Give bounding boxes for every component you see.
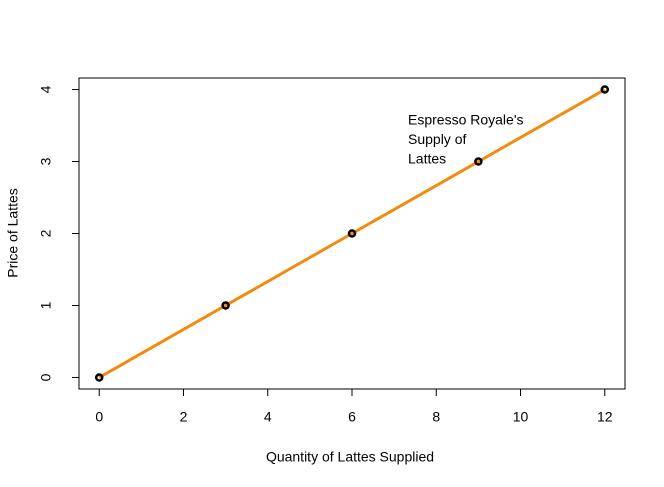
y-axis-label: Price of Lattes bbox=[5, 188, 21, 278]
x-axis-label: Quantity of Lattes Supplied bbox=[266, 449, 434, 465]
data-point bbox=[94, 373, 104, 382]
annotation: Lattes bbox=[408, 151, 446, 167]
x-tick-label: 2 bbox=[180, 409, 188, 425]
x-tick-label: 4 bbox=[264, 409, 272, 425]
data-point bbox=[474, 157, 483, 166]
x-tick-label: 0 bbox=[95, 409, 103, 425]
y-tick-label: 4 bbox=[38, 85, 54, 93]
y-tick-label: 1 bbox=[38, 301, 54, 309]
annotation: Supply of bbox=[408, 131, 466, 147]
x-tick-label: 12 bbox=[597, 409, 613, 425]
data-line bbox=[98, 88, 606, 379]
y-tick-label: 2 bbox=[38, 229, 54, 237]
x-tick-label: 8 bbox=[432, 409, 440, 425]
annotation: Espresso Royale's bbox=[408, 112, 524, 128]
x-tick-label: 10 bbox=[513, 409, 529, 425]
y-tick-label: 3 bbox=[38, 157, 54, 165]
y-tick-label: 0 bbox=[38, 373, 54, 381]
data-point bbox=[221, 301, 230, 310]
data-point bbox=[347, 229, 357, 238]
x-tick-label: 6 bbox=[348, 409, 356, 425]
data-point bbox=[600, 85, 610, 94]
